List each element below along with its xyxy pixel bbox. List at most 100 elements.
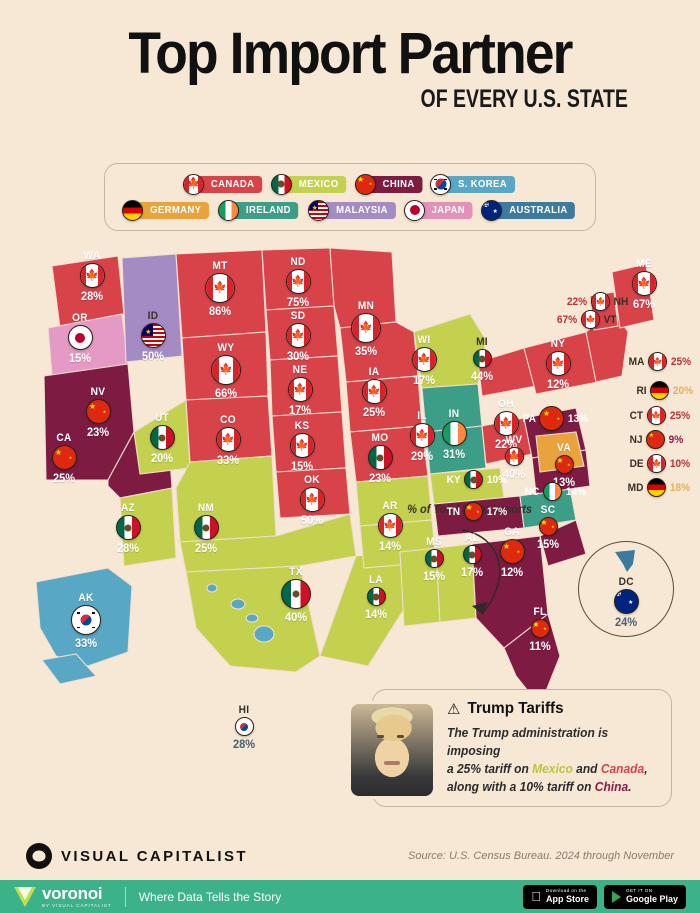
mexico-flag-icon — [464, 470, 484, 489]
google-play-label: Google Play — [625, 893, 678, 904]
page-title: Top Import Partner — [128, 21, 573, 86]
state-marker-hi[interactable]: HI 28% — [224, 704, 264, 751]
malaysia-flag-icon: ★ — [307, 199, 329, 221]
state-pct-tn: 17% — [486, 505, 507, 518]
visual-capitalist-name: VISUAL CAPITALIST — [61, 847, 248, 865]
visual-capitalist-logo-icon — [26, 843, 52, 869]
state-marker-ky[interactable]: KY 10% — [446, 470, 508, 489]
app-store-badge[interactable]:  Download on the App Store — [523, 884, 597, 909]
legend-item-ireland[interactable]: IRELAND — [218, 199, 300, 221]
legend-row-1: 🍁 CANADA MEXICO ★ ★ CHINA S. KOREA — [183, 173, 517, 195]
state-abbr-hi: HI — [238, 704, 250, 716]
voronoi-subtitle: BY VISUAL CAPITALIST — [42, 903, 112, 908]
state-abbr-ma: MA — [628, 355, 645, 368]
china-flag-icon: ★ ★ — [354, 173, 376, 195]
state-pct-ma: 25% — [670, 355, 692, 368]
voronoi-tagline: Where Data Tells the Story — [138, 889, 282, 904]
state-pct-vt: 67% — [556, 313, 578, 326]
state-pct-ky: 10% — [487, 473, 508, 486]
app-store-small-label: Download on the — [545, 888, 587, 894]
dc-inset[interactable]: DC ✠ ★ 24% — [578, 541, 674, 637]
state-marker-ma[interactable]: MA 🍁 25% — [628, 352, 692, 371]
ireland-flag-icon — [218, 199, 240, 221]
legend-item-malaysia[interactable]: ★ MALAYSIA — [307, 199, 398, 221]
state-abbr-tn: TN — [446, 505, 461, 518]
canada-flag-icon: 🍁 — [646, 406, 666, 425]
state-abbr-ct: CT — [629, 409, 644, 422]
state-marker-tn[interactable]: TN ★ ★ 17% — [446, 502, 508, 521]
state-marker-nc[interactable]: NC 14% — [524, 482, 587, 501]
state-pct-pa: 13% — [568, 412, 589, 425]
japan-flag-icon — [404, 199, 426, 221]
us-choropleth-map: % of Total State Imports WA 🍁 28% OR 15%… — [0, 236, 700, 751]
legend-label-china: CHINA — [365, 175, 422, 193]
state-marker-md[interactable]: MD 18% — [627, 478, 691, 497]
tariff-country-canada: Canada — [600, 762, 645, 777]
state-abbr-md: MD — [627, 481, 644, 494]
state-abbr-pa: PA — [522, 412, 536, 425]
australia-flag-icon: ✠ ★ — [613, 588, 639, 614]
state-abbr-nj: NJ — [629, 433, 643, 446]
legend-item-australia[interactable]: ✠ ★ AUSTRALIA — [481, 199, 577, 221]
legend: 🍁 CANADA MEXICO ★ ★ CHINA S. KOREA GERMAN… — [104, 163, 596, 231]
tariff-line-3-end: . — [628, 780, 632, 795]
google-play-badge[interactable]: GET IT ON Google Play — [603, 884, 686, 909]
canada-flag-icon: 🍁 — [581, 310, 601, 329]
state-marker-ri[interactable]: RI 20% — [636, 381, 694, 400]
state-pct-md: 18% — [669, 481, 691, 494]
state-marker-nh[interactable]: 22% 🍁 NH — [566, 292, 629, 311]
legend-label-germany: GERMANY — [133, 201, 210, 219]
south-korea-flag-icon — [430, 173, 452, 195]
state-abbr-nh: NH — [613, 295, 629, 308]
legend-item-mexico[interactable]: MEXICO — [270, 173, 348, 195]
legend-item-china[interactable]: ★ ★ CHINA — [354, 173, 424, 195]
page-subtitle: OF EVERY U.S. STATE — [420, 85, 628, 114]
legend-item-canada[interactable]: 🍁 CANADA — [183, 173, 264, 195]
state-marker-pa[interactable]: PA ★ ★ 13% — [522, 406, 590, 431]
visual-capitalist-brand[interactable]: VISUAL CAPITALIST — [26, 843, 248, 869]
canada-flag-icon: 🍁 — [647, 454, 667, 473]
canada-flag-icon: 🍁 — [591, 292, 611, 311]
legend-label-ireland: IRELAND — [229, 201, 299, 219]
legend-item-germany[interactable]: GERMANY — [122, 199, 211, 221]
apple-icon:  — [531, 890, 541, 903]
footer-divider — [124, 886, 126, 907]
state-marker-nj[interactable]: NJ ★ 9% — [629, 430, 684, 449]
state-marker-de[interactable]: DE 🍁 10% — [629, 454, 691, 473]
state-abbr-vt: VT — [603, 313, 617, 326]
store-badges:  Download on the App Store GET IT ON Go… — [523, 884, 686, 909]
voronoi-bar: voronoi BY VISUAL CAPITALIST Where Data … — [0, 880, 700, 913]
legend-label-canada: CANADA — [193, 175, 263, 193]
canada-flag-icon: 🍁 — [183, 173, 205, 195]
canada-flag-icon: 🍁 — [648, 352, 668, 371]
app-store-label: App Store — [545, 893, 589, 904]
google-play-small-label: GET IT ON — [625, 888, 653, 894]
tariff-body: The Trump administration is imposing a 2… — [447, 724, 651, 797]
australia-flag-icon: ✠ ★ — [481, 199, 503, 221]
state-pct-ct: 25% — [669, 409, 690, 422]
tariff-line-1: The Trump administration is imposing — [447, 726, 609, 759]
china-flag-icon: ★ — [646, 430, 666, 449]
state-abbr-de: DE — [629, 457, 644, 470]
state-abbr-dc: DC — [618, 575, 634, 588]
legend-item-japan[interactable]: JAPAN — [404, 199, 474, 221]
legend-label-japan: JAPAN — [414, 201, 473, 219]
trump-portrait-image — [351, 704, 433, 796]
germany-flag-icon — [647, 478, 667, 497]
tariff-and: and — [572, 762, 601, 777]
tariff-callout: ⚠ Trump Tariffs The Trump administration… — [351, 689, 672, 807]
state-pct-nj: 9% — [668, 433, 684, 446]
tariff-line-2-end: , — [644, 762, 648, 777]
state-marker-vt[interactable]: 67% 🍁 VT — [556, 310, 617, 329]
state-pct-nh: 22% — [566, 295, 588, 308]
footer: VISUAL CAPITALIST Source: U.S. Census Bu… — [0, 832, 700, 880]
voronoi-logo[interactable]: voronoi BY VISUAL CAPITALIST — [14, 885, 112, 908]
state-pct-nc: 14% — [565, 485, 587, 498]
state-pct-ri: 20% — [672, 384, 694, 397]
mexico-flag-icon — [270, 173, 292, 195]
legend-label-australia: AUSTRALIA — [492, 201, 576, 219]
state-marker-ct[interactable]: CT 🍁 25% — [629, 406, 691, 425]
state-pct-dc: 24% — [614, 614, 638, 629]
legend-item-south-korea[interactable]: S. KOREA — [430, 173, 517, 195]
